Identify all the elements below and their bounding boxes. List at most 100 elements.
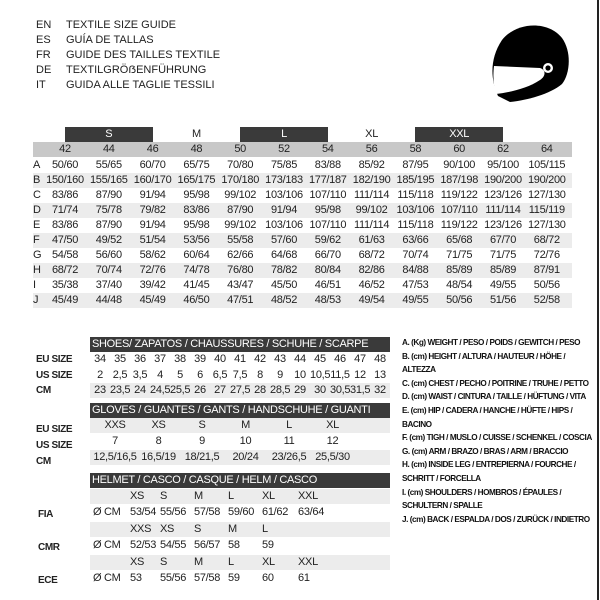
table-cell: 10 xyxy=(294,368,306,381)
table-cell: 55/56 xyxy=(160,506,187,518)
table-cell: 65/68 xyxy=(446,234,473,246)
size-label: L xyxy=(228,556,234,568)
table-cell: 95/100 xyxy=(487,159,519,171)
language-title: GUIDE DES TAILLES TEXTILE xyxy=(66,49,221,61)
table-cell: 46/50 xyxy=(183,294,210,306)
language-line: IT GUIDA ALLE TAGLIE TESSILI xyxy=(36,78,220,93)
table-cell: 20/24 xyxy=(232,451,259,463)
helmet-value-row: Ø CM 52/53 54/55 56/57 58 59 xyxy=(90,538,390,553)
size-label: S xyxy=(160,490,168,502)
table-cell: 80/84 xyxy=(314,264,341,276)
table-cell: 2,5 xyxy=(112,368,128,381)
table-cell: 54/58 xyxy=(51,249,79,261)
table-cell: 127/130 xyxy=(527,219,566,231)
table-cell: 49/55 xyxy=(402,294,429,306)
size-number: 54 xyxy=(321,143,334,155)
row-letter: H xyxy=(33,264,41,276)
table-cell: 71/75 xyxy=(446,249,473,261)
table-cell: 87/91 xyxy=(533,264,560,276)
table-cell: 6 xyxy=(197,368,203,381)
table-cell: 67/70 xyxy=(489,234,517,246)
table-row: 2 2,5 3,5 4 5 6 6,5 7,5 8 9 10 10,5 11,5 12 13 xyxy=(90,368,390,383)
table-cell: 70/74 xyxy=(95,264,122,276)
table-cell: 10,5 xyxy=(310,368,331,381)
table-row: H 68/72 70/74 72/76 74/78 76/80 78/82 80/84 82/8… xyxy=(33,263,572,278)
table-cell: 173/183 xyxy=(265,174,303,186)
size-label: S xyxy=(160,556,168,568)
size-band-row: S M L XL XXL xyxy=(33,127,572,142)
table-cell: 45/49 xyxy=(139,294,166,306)
legend-item: C. (cm) CHEST / PECHO / POITRINE / TRUHE… xyxy=(402,378,589,388)
size-label: S xyxy=(194,523,202,535)
table-cell: 44 xyxy=(294,353,306,365)
table-row: 23 23,5 24 24,5 25,5 26 27 27,5 28 28,5 29 30 30,5 31… xyxy=(90,383,390,398)
size-label: M xyxy=(194,556,203,568)
table-cell: 165/175 xyxy=(177,174,216,186)
table-row: E 83/86 87/90 91/94 95/98 99/102 103/106 107/11… xyxy=(33,218,572,233)
table-cell: 50/56 xyxy=(533,279,560,291)
size-number: 62 xyxy=(497,143,509,155)
language-title: GUÍA DE TALLAS xyxy=(66,34,154,46)
table-cell: 57/58 xyxy=(194,506,221,518)
table-cell: 95/98 xyxy=(183,219,210,231)
table-cell: 55/65 xyxy=(95,159,122,171)
unit-label: Ø CM xyxy=(93,506,121,518)
table-cell: 49/55 xyxy=(489,279,517,291)
table-cell: 60 xyxy=(262,572,274,584)
table-cell: 99/102 xyxy=(224,219,257,231)
table-cell: 99/102 xyxy=(224,189,257,201)
table-cell: 41/45 xyxy=(183,279,210,291)
size-label: XXL xyxy=(298,556,318,568)
table-cell: 85/92 xyxy=(358,159,385,171)
size-number: 52 xyxy=(278,143,290,155)
table-cell: 66/70 xyxy=(314,249,341,261)
size-number: 42 xyxy=(59,143,71,155)
table-cell: 87/90 xyxy=(95,219,122,231)
size-band: XXL xyxy=(415,127,504,142)
table-cell: 63/66 xyxy=(402,234,429,246)
table-cell: 5 xyxy=(177,368,183,381)
size-label: XS xyxy=(130,490,145,502)
size-number: 46 xyxy=(146,143,159,155)
table-cell: 78/82 xyxy=(270,264,298,276)
table-row: A 50/60 55/65 60/70 65/75 70/80 75/85 83/88 85/9… xyxy=(33,158,572,173)
table-cell: 82/86 xyxy=(358,264,385,276)
table-cell: 48 xyxy=(374,353,386,365)
table-cell: 111/114 xyxy=(485,204,521,216)
helmet-size-row: XS S M L XL XXL xyxy=(90,489,390,504)
table-cell: 70/80 xyxy=(227,159,254,171)
table-cell: 72/76 xyxy=(533,249,560,261)
row-letter: J xyxy=(33,294,39,306)
language-title: TEXTILGRÖẞENFÜHRUNG xyxy=(66,64,207,76)
row-letter: D xyxy=(33,204,41,216)
table-cell: 103/106 xyxy=(265,219,303,231)
page-border xyxy=(597,0,599,600)
language-code: IT xyxy=(36,79,46,91)
table-cell: 45 xyxy=(314,353,326,365)
table-cell: 90/100 xyxy=(443,159,476,171)
table-cell: 57/58 xyxy=(194,572,221,584)
row-label: US SIZE xyxy=(36,369,73,381)
table-cell: 187/198 xyxy=(440,174,479,186)
table-row: 7 8 9 10 11 12 xyxy=(90,434,390,449)
helmet-icon xyxy=(492,25,569,102)
table-cell: 170/180 xyxy=(221,174,260,186)
table-cell: 95/98 xyxy=(183,189,210,201)
table-cell: 30,5 xyxy=(330,384,351,396)
table-cell: 91/94 xyxy=(139,219,166,231)
table-cell: 53/54 xyxy=(130,506,157,518)
table-cell: 43 xyxy=(274,353,286,365)
table-cell: 45/49 xyxy=(51,294,79,306)
table-cell: 68/72 xyxy=(51,264,79,276)
table-row: 12,5/16,5 16,5/19 18/21,5 20/24 23/26,5 25,5/… xyxy=(90,450,390,465)
table-cell: 63/64 xyxy=(298,506,325,518)
table-cell: 37 xyxy=(154,353,166,365)
size-number: 60 xyxy=(453,143,465,155)
table-cell: 48/53 xyxy=(314,294,341,306)
table-cell: 53 xyxy=(130,572,142,584)
size-label: XS xyxy=(130,556,145,568)
table-cell: 47 xyxy=(354,353,366,365)
table-row: G 54/58 56/60 58/62 60/64 62/66 64/68 66/70 68/7… xyxy=(33,248,572,263)
table-cell: 68/72 xyxy=(358,249,385,261)
language-line: DE TEXTILGRÖẞENFÜHRUNG xyxy=(36,63,220,78)
